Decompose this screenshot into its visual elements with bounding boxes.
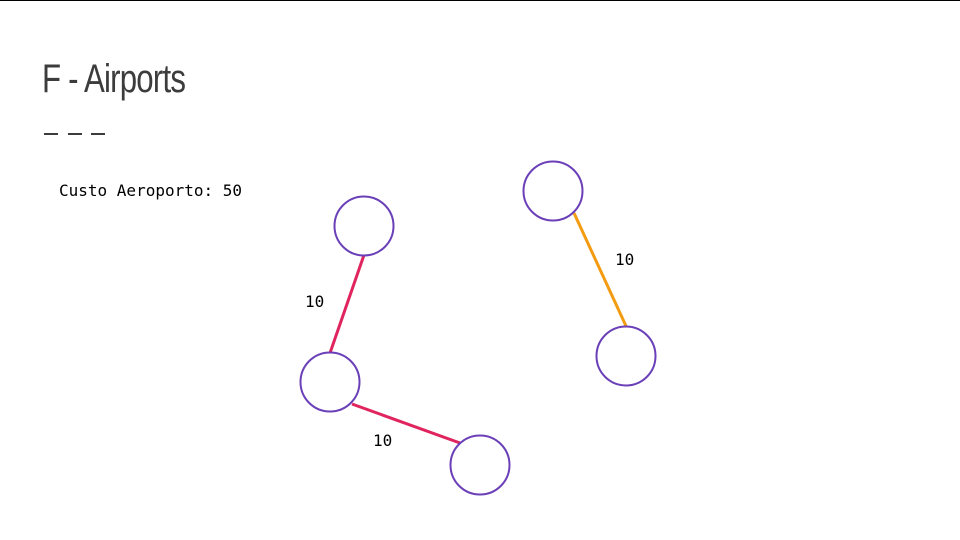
edge-n1-n2 bbox=[328, 254, 366, 354]
graph-node bbox=[595, 325, 657, 387]
underline-dash bbox=[68, 133, 82, 135]
edge-n4-n5 bbox=[572, 212, 628, 327]
graph-node bbox=[522, 160, 584, 222]
underline-dash bbox=[91, 133, 105, 135]
edge-weight-label: 10 bbox=[615, 250, 634, 269]
graph-node bbox=[299, 351, 361, 413]
graph-node bbox=[449, 434, 511, 496]
edge-weight-label: 10 bbox=[373, 431, 392, 450]
airport-cost-label: Custo Aeroporto: 50 bbox=[59, 181, 243, 200]
slide-title: F - Airports bbox=[42, 57, 186, 101]
edge-weight-label: 10 bbox=[305, 292, 324, 311]
underline-dash bbox=[44, 133, 58, 135]
edge-n2-n3 bbox=[351, 402, 461, 445]
graph-node bbox=[333, 195, 395, 257]
